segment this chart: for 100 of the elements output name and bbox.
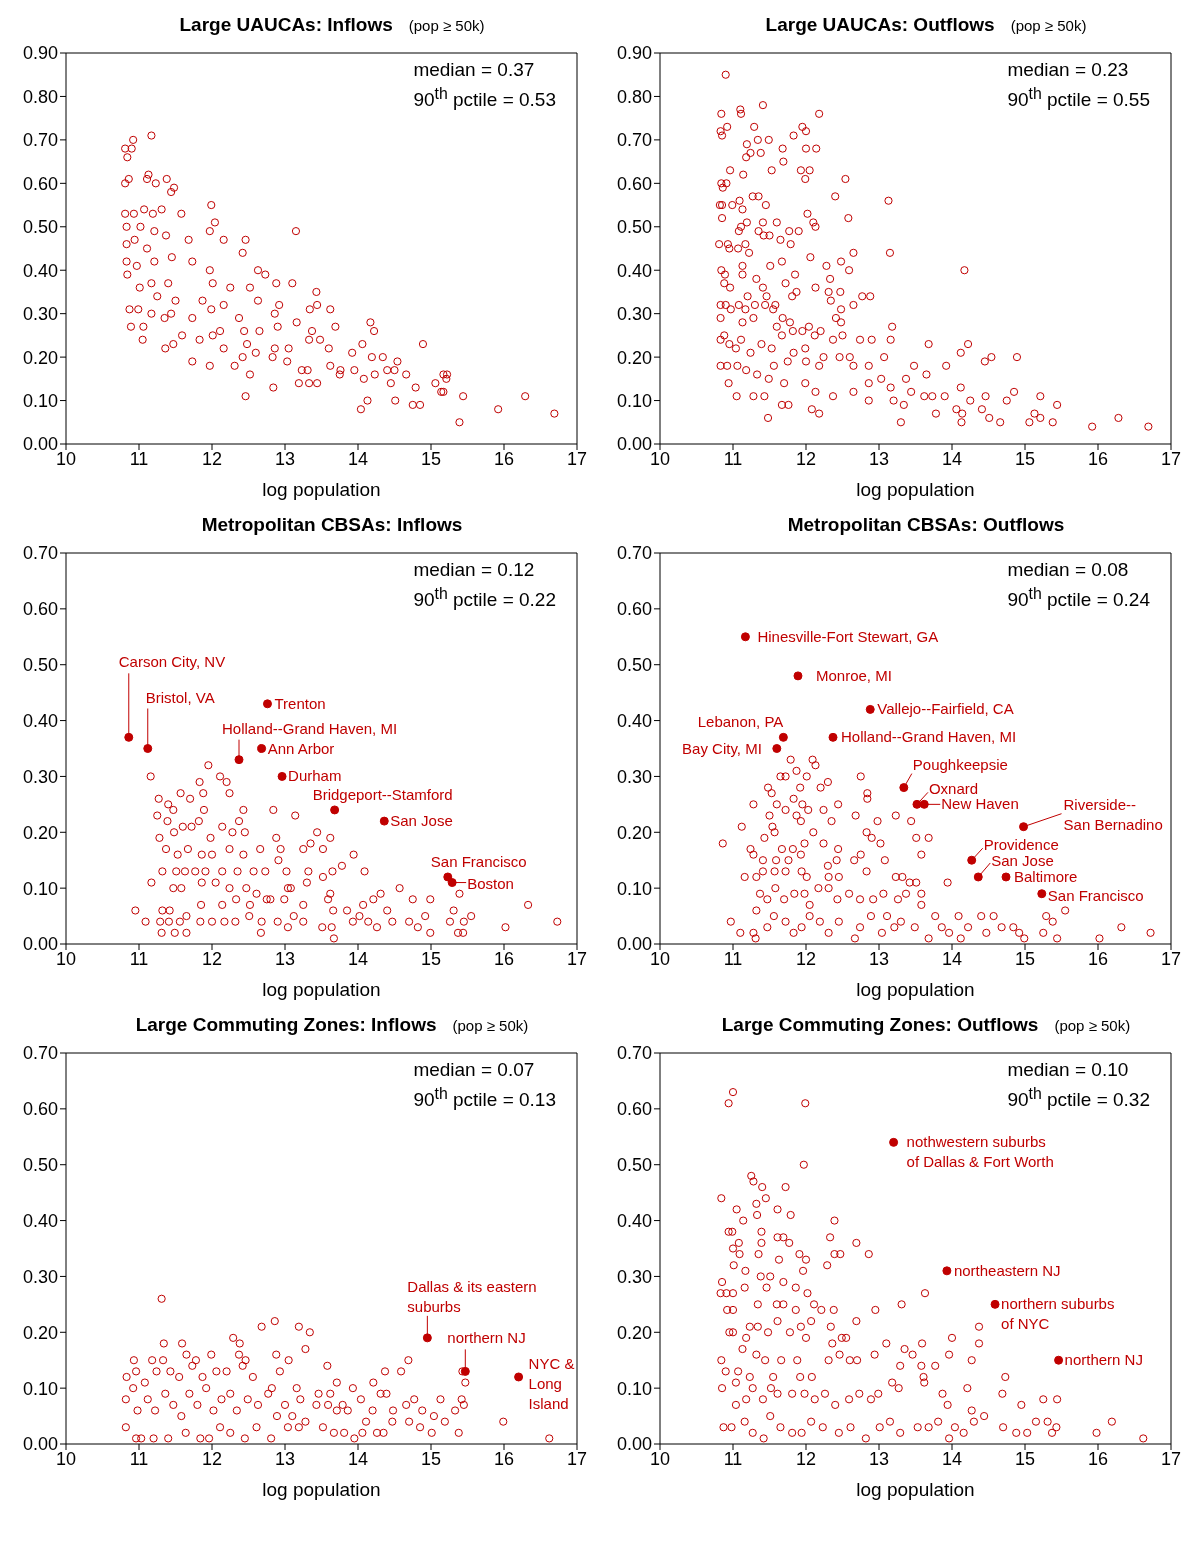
chart-title: Metropolitan CBSAs: Inflows: [201, 514, 463, 535]
point: [865, 704, 875, 714]
x-axis-title: log population: [856, 979, 975, 1000]
point: [778, 732, 788, 742]
x-tick-label: 16: [493, 448, 515, 469]
annotation: northeastern NJ: [953, 1261, 1061, 1279]
annotation: Trenton: [274, 694, 326, 712]
y-tick-label: 0.20: [616, 822, 652, 843]
y-tick-label: 0.70: [616, 130, 652, 151]
y-tick-label: 0.60: [616, 173, 652, 194]
y-tick-label: 0.80: [22, 86, 58, 107]
x-tick-label: 10: [55, 1448, 77, 1469]
x-axis-title: log population: [262, 979, 381, 1000]
x-tick-label: 14: [941, 448, 963, 469]
y-tick-label: 0.30: [22, 304, 58, 325]
x-tick-label: 13: [274, 448, 296, 469]
annotation: NYC & Long Island: [528, 1354, 575, 1412]
y-tick-label: 0.20: [22, 1322, 58, 1343]
point: [514, 1372, 524, 1382]
y-tick-label: 0.50: [22, 655, 58, 676]
x-axis-title: log population: [262, 479, 381, 500]
y-tick-label: 0.40: [22, 1210, 58, 1231]
y-tick-label: 0.70: [22, 543, 58, 564]
chart-title: Large UAUCAs: Inflows: [179, 14, 393, 35]
y-tick-label: 0.00: [22, 934, 58, 955]
x-tick-label: 17: [566, 448, 588, 469]
y-tick-label: 0.40: [616, 710, 652, 731]
y-tick-label: 0.60: [616, 599, 652, 620]
point: [422, 1333, 432, 1343]
chart-subtitle: (pop ≥ 50k): [1054, 1017, 1131, 1034]
x-tick-label: 14: [347, 448, 369, 469]
x-tick-label: 11: [723, 948, 743, 969]
y-tick-label: 0.40: [616, 1210, 652, 1231]
y-tick-label: 0.50: [22, 217, 58, 238]
y-tick-label: 0.50: [22, 1155, 58, 1176]
y-tick-label: 0.30: [22, 766, 58, 787]
point: [942, 1266, 952, 1276]
y-tick-label: 0.50: [616, 217, 652, 238]
x-tick-label: 12: [201, 448, 223, 469]
chart-title: Large Commuting Zones: Inflows: [135, 1014, 437, 1035]
annotation: San Francisco: [1047, 886, 1144, 904]
y-tick-label: 0.90: [616, 43, 652, 64]
y-tick-label: 0.40: [22, 710, 58, 731]
point: [443, 872, 453, 882]
x-tick-label: 11: [129, 448, 149, 469]
point: [143, 744, 153, 753]
x-tick-label: 16: [1087, 948, 1109, 969]
y-tick-label: 0.10: [22, 390, 58, 411]
x-tick-label: 16: [1087, 1448, 1109, 1469]
point: [772, 744, 782, 753]
annotation: Riverside-- San Bernadino: [1063, 795, 1163, 833]
y-tick-label: 0.60: [22, 599, 58, 620]
x-tick-label: 15: [1014, 948, 1036, 969]
annotation: nothwestern suburbs of Dallas & Fort Worth: [906, 1133, 1054, 1171]
x-tick-label: 11: [129, 948, 149, 969]
annotation: median = 0.07: [413, 1058, 536, 1082]
point: [379, 816, 389, 826]
annotation: Oxnard: [928, 780, 979, 798]
y-tick-label: 0.90: [22, 43, 58, 64]
y-tick-label: 0.20: [616, 1322, 652, 1343]
chart-subtitle: (pop ≥ 50k): [452, 1017, 529, 1034]
x-tick-label: 16: [1087, 448, 1109, 469]
annotation: Holland--Grand Haven, MI: [841, 728, 1017, 746]
x-tick-label: 12: [201, 948, 223, 969]
x-tick-label: 10: [649, 1448, 671, 1469]
annotation: Holland--Grand Haven, MI: [222, 719, 398, 737]
annotation: 90$^{th}$ pctile = 0.53: [413, 84, 556, 113]
y-tick-label: 0.00: [616, 1434, 652, 1455]
annotation: 90$^{th}$ pctile = 0.22: [413, 584, 556, 613]
point: [1019, 822, 1029, 832]
y-tick-label: 0.10: [22, 1378, 58, 1399]
x-tick-label: 11: [723, 448, 743, 469]
x-tick-label: 13: [868, 948, 890, 969]
point: [124, 732, 134, 742]
y-tick-label: 0.20: [22, 822, 58, 843]
annotation: median = 0.08: [1007, 558, 1130, 582]
point: [967, 855, 977, 865]
x-tick-label: 10: [649, 448, 671, 469]
annotation: San Francisco: [430, 852, 527, 870]
point: [828, 732, 838, 742]
point: [1037, 889, 1047, 899]
y-tick-label: 0.00: [22, 434, 58, 455]
x-tick-label: 15: [420, 448, 442, 469]
annotation: median = 0.37: [413, 58, 536, 82]
x-tick-label: 14: [941, 1448, 963, 1469]
point: [740, 632, 750, 642]
y-tick-label: 0.00: [22, 1434, 58, 1455]
annotation: San Jose: [991, 851, 1054, 869]
point: [793, 671, 803, 681]
y-tick-label: 0.60: [22, 173, 58, 194]
chart-subtitle: (pop ≥ 50k): [408, 17, 485, 34]
y-tick-label: 0.60: [616, 1099, 652, 1120]
y-tick-label: 0.50: [616, 1155, 652, 1176]
x-tick-label: 13: [868, 448, 890, 469]
y-tick-label: 0.70: [22, 1043, 58, 1064]
annotation: northern NJ: [447, 1329, 526, 1347]
point: [919, 799, 929, 809]
y-tick-label: 0.70: [22, 130, 58, 151]
x-tick-label: 10: [55, 448, 77, 469]
annotation: Providence: [983, 836, 1059, 854]
